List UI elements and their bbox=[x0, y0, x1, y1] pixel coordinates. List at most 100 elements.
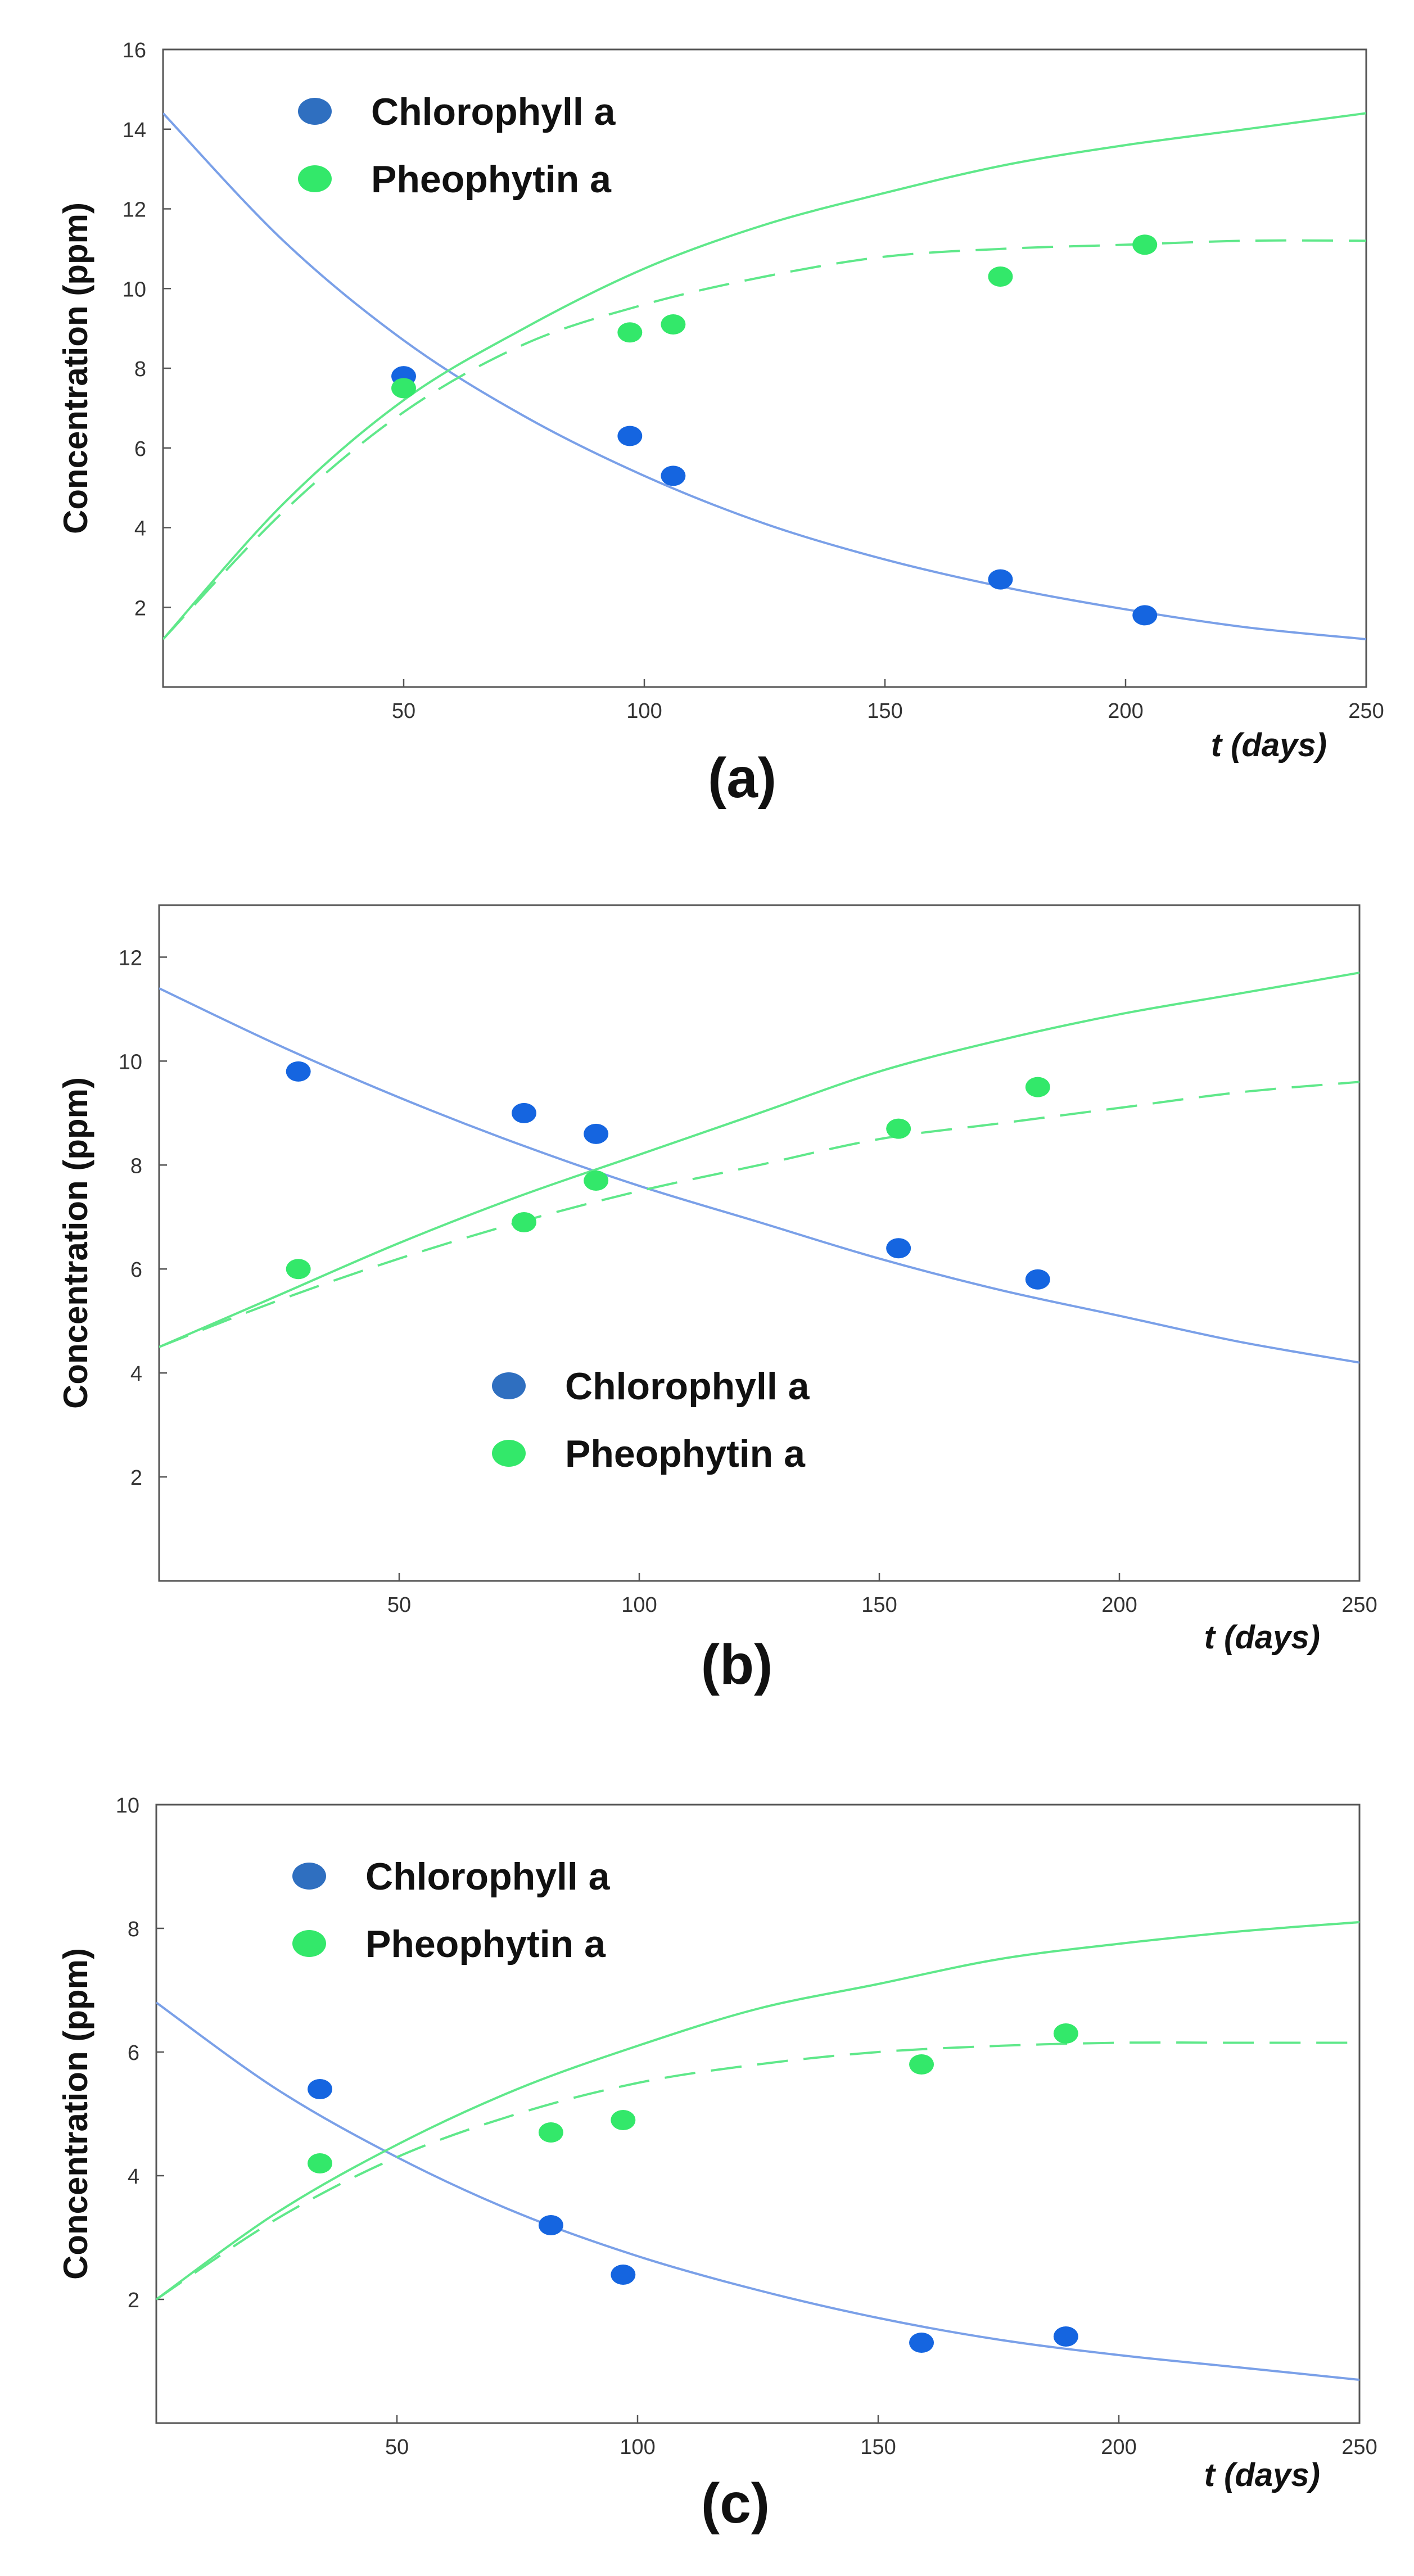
chart-panel-c: 50 100 150 200 250 2 4 6 8 10 Chlorophyll a Pheophy… bbox=[0, 1720, 1414, 2573]
data-point-chlorophyll-a bbox=[584, 1123, 609, 1144]
legend-marker-pheophytin-a bbox=[292, 1930, 326, 1957]
plot-frame bbox=[162, 48, 1367, 688]
legend-label-chlorophyll-a: Chlorophyll a bbox=[365, 1855, 611, 1898]
y-axis-label: Concentration (ppm) bbox=[57, 1948, 94, 2280]
y-tick-label: 8 bbox=[130, 1154, 142, 1178]
x-tick-label: 150 bbox=[860, 2435, 896, 2459]
data-point-chlorophyll-a bbox=[661, 466, 686, 486]
data-point-pheophytin-a bbox=[391, 378, 416, 399]
chart-panel-a: 50 100 150 200 250 2 4 6 8 10 12 14 16 Chlorophyll a P… bbox=[0, 0, 1414, 843]
y-tick-label: 12 bbox=[123, 198, 146, 222]
data-point-pheophytin-a bbox=[988, 266, 1013, 287]
data-point-chlorophyll-a bbox=[617, 426, 643, 446]
data-point-pheophytin-a bbox=[1053, 2023, 1078, 2044]
plot-frame bbox=[155, 1804, 1361, 2424]
data-point-pheophytin-a bbox=[1025, 1077, 1050, 1097]
data-point-chlorophyll-a bbox=[308, 2079, 333, 2099]
fit-line-pheophytin-a bbox=[163, 112, 1366, 640]
y-tick-label: 10 bbox=[119, 1050, 142, 1074]
y-tick-label: 6 bbox=[134, 437, 146, 461]
fit-line-pheophytin-a bbox=[159, 971, 1359, 1348]
y-tick-label: 6 bbox=[128, 2041, 139, 2065]
chart-svg: 50 100 150 200 250 2 4 6 8 10 Chlorophyll a Pheophy… bbox=[57, 1794, 1377, 2535]
fit-line-pheophytin-a bbox=[156, 1921, 1359, 2301]
data-point-pheophytin-a bbox=[611, 2110, 636, 2130]
y-tick-label: 12 bbox=[119, 946, 142, 970]
data-point-pheophytin-a bbox=[584, 1171, 609, 1191]
y-axis-label: Concentration (ppm) bbox=[57, 202, 94, 534]
legend-marker-chlorophyll-a bbox=[298, 98, 332, 125]
x-tick-label: 50 bbox=[387, 1593, 411, 1617]
data-point-chlorophyll-a bbox=[538, 2215, 563, 2235]
panel-label: (b) bbox=[701, 1633, 773, 1696]
x-axis-label: t (days) bbox=[1204, 2457, 1320, 2493]
legend-label-pheophytin-a: Pheophytin a bbox=[365, 1923, 606, 1965]
legend-marker-pheophytin-a bbox=[298, 165, 332, 192]
data-point-chlorophyll-a bbox=[611, 2265, 636, 2285]
legend-marker-chlorophyll-a bbox=[292, 1863, 326, 1890]
legend-marker-pheophytin-a bbox=[492, 1440, 526, 1467]
data-point-chlorophyll-a bbox=[286, 1061, 311, 1082]
chart-svg: 50 100 150 200 250 2 4 6 8 10 12 Chlorophyll a Pheop… bbox=[57, 904, 1377, 1696]
x-tick-label: 200 bbox=[1101, 1593, 1137, 1617]
x-axis-label: t (days) bbox=[1204, 1619, 1320, 1656]
data-point-pheophytin-a bbox=[512, 1212, 537, 1233]
data-point-pheophytin-a bbox=[909, 2054, 934, 2075]
data-point-chlorophyll-a bbox=[1053, 2326, 1078, 2347]
y-tick-label: 16 bbox=[123, 39, 146, 62]
y-tick-label: 14 bbox=[123, 119, 146, 142]
y-tick-label: 2 bbox=[130, 1466, 142, 1490]
x-tick-label: 200 bbox=[1101, 2435, 1136, 2459]
data-point-pheophytin-a bbox=[1132, 234, 1158, 255]
legend-marker-chlorophyll-a bbox=[492, 1372, 526, 1399]
x-tick-label: 200 bbox=[1108, 699, 1143, 723]
legend-label-pheophytin-a: Pheophytin a bbox=[565, 1432, 806, 1475]
data-point-chlorophyll-a bbox=[1132, 605, 1158, 626]
x-tick-label: 100 bbox=[626, 699, 662, 723]
y-tick-label: 4 bbox=[130, 1362, 142, 1386]
y-tick-label: 6 bbox=[130, 1258, 142, 1282]
legend-label-pheophytin-a: Pheophytin a bbox=[371, 158, 612, 201]
fit-line-chlorophyll-a bbox=[156, 2001, 1359, 2381]
x-tick-label: 50 bbox=[385, 2435, 409, 2459]
data-point-pheophytin-a bbox=[886, 1118, 911, 1139]
plot-frame bbox=[158, 904, 1361, 1582]
data-point-chlorophyll-a bbox=[988, 569, 1013, 590]
x-tick-label: 100 bbox=[621, 1593, 657, 1617]
legend-label-chlorophyll-a: Chlorophyll a bbox=[565, 1365, 810, 1408]
panel-label: (c) bbox=[701, 2472, 770, 2535]
data-point-pheophytin-a bbox=[538, 2122, 563, 2143]
y-axis-label: Concentration (ppm) bbox=[57, 1077, 94, 1409]
chart-panel-b: 50 100 150 200 250 2 4 6 8 10 12 Chlorophyll a Pheop… bbox=[0, 843, 1414, 1720]
data-point-chlorophyll-a bbox=[512, 1102, 537, 1123]
data-point-pheophytin-a bbox=[617, 322, 643, 343]
data-point-chlorophyll-a bbox=[909, 2333, 934, 2353]
chart-svg: 50 100 150 200 250 2 4 6 8 10 12 14 16 Chlorophyll a P… bbox=[57, 39, 1384, 810]
data-point-pheophytin-a bbox=[308, 2153, 333, 2173]
y-tick-label: 8 bbox=[128, 1918, 139, 1941]
data-point-chlorophyll-a bbox=[1025, 1269, 1050, 1290]
fit-line-chlorophyll-a bbox=[159, 987, 1359, 1364]
dashed-fit-line-pheophytin-a bbox=[156, 2041, 1359, 2301]
y-tick-label: 10 bbox=[116, 1794, 139, 1818]
panel-label: (a) bbox=[708, 747, 776, 810]
data-point-pheophytin-a bbox=[286, 1259, 311, 1280]
y-tick-label: 10 bbox=[123, 278, 146, 301]
y-tick-label: 4 bbox=[134, 517, 146, 541]
data-point-chlorophyll-a bbox=[886, 1238, 911, 1259]
y-tick-label: 2 bbox=[128, 2289, 139, 2312]
x-tick-label: 250 bbox=[1341, 1593, 1377, 1617]
x-tick-label: 150 bbox=[867, 699, 902, 723]
x-axis-label: t (days) bbox=[1211, 727, 1327, 763]
x-tick-label: 250 bbox=[1348, 699, 1384, 723]
data-point-pheophytin-a bbox=[661, 314, 686, 335]
x-tick-label: 100 bbox=[620, 2435, 655, 2459]
x-tick-label: 50 bbox=[392, 699, 415, 723]
legend-label-chlorophyll-a: Chlorophyll a bbox=[371, 91, 616, 133]
y-tick-label: 2 bbox=[134, 596, 146, 620]
dashed-fit-line-pheophytin-a bbox=[159, 1081, 1359, 1348]
dashed-fit-line-pheophytin-a bbox=[163, 239, 1366, 640]
y-tick-label: 4 bbox=[128, 2165, 139, 2189]
x-tick-label: 150 bbox=[861, 1593, 897, 1617]
y-tick-label: 8 bbox=[134, 358, 146, 381]
